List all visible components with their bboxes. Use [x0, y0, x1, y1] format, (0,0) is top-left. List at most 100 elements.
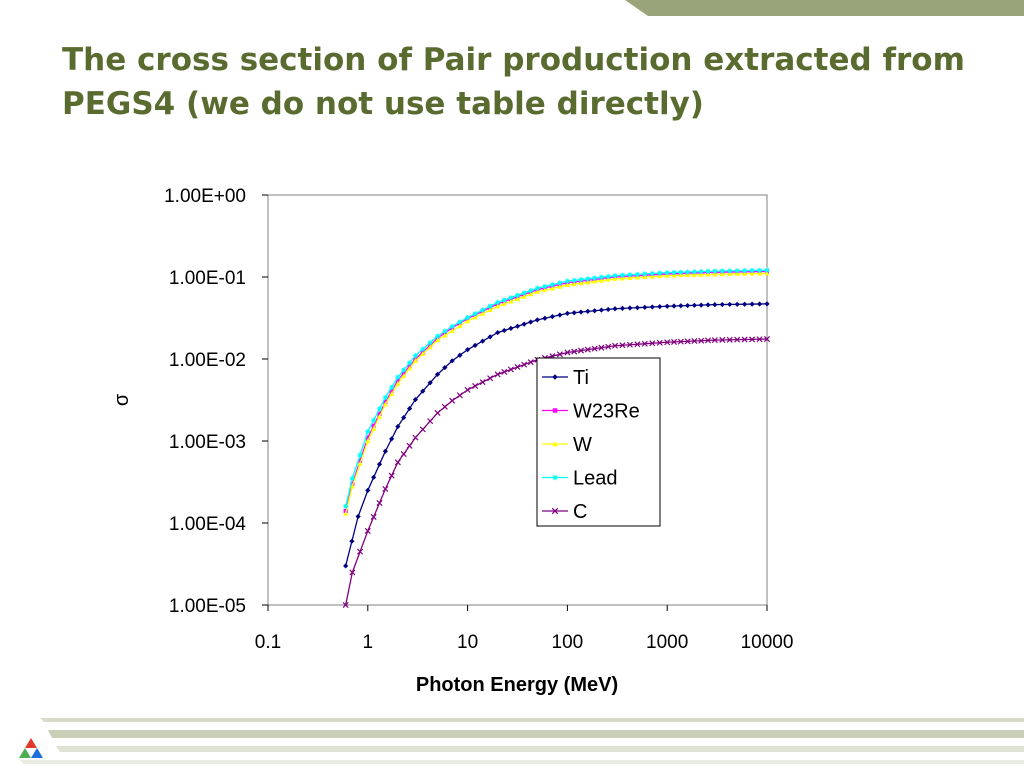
series-point-ti [343, 563, 349, 569]
series-point-w [542, 287, 548, 293]
series-point-w [501, 301, 507, 306]
series-point-lead [705, 268, 711, 274]
series-point-w [401, 373, 407, 379]
series-point-lead [719, 268, 725, 274]
series-point-ti [734, 301, 740, 307]
series-point-w [571, 281, 577, 287]
legend-item-w23re: W23Re [542, 401, 640, 423]
series-point-ti [442, 364, 448, 371]
series-point-c [626, 341, 633, 348]
x-tick-label: 10 [457, 632, 478, 653]
y-tick-label: 1.00E-03 [169, 432, 246, 453]
series-point-c [591, 345, 598, 352]
series-point-ti [619, 305, 626, 311]
footer-stripe-2 [48, 730, 1024, 738]
series-point-lead [764, 267, 770, 273]
series-point-w23re [365, 435, 370, 440]
series-point-lead [534, 285, 540, 291]
series-point-w [605, 277, 611, 282]
series-point-ti [705, 302, 711, 308]
series-point-c [605, 343, 612, 350]
plot-area [267, 194, 768, 606]
series-point-ti [521, 321, 527, 327]
series-point-w [649, 273, 655, 279]
series-point-ti [376, 461, 383, 467]
series-point-lead [564, 278, 570, 284]
series-point-w [480, 311, 486, 316]
series-point-c [487, 375, 494, 382]
series-point-w [521, 294, 527, 299]
series-point-w [412, 358, 419, 363]
series-point-lead [412, 353, 419, 359]
series-point-w [642, 274, 648, 280]
series-point-w [585, 279, 591, 285]
series-point-w [449, 328, 455, 334]
series-point-c [726, 336, 733, 343]
series-point-ti [480, 338, 486, 344]
series-point-lead [649, 270, 655, 277]
x-tick-label: 1000 [646, 632, 688, 653]
series-point-ti [542, 315, 548, 321]
series-point-c [464, 386, 471, 393]
series-point-c [394, 459, 401, 466]
series-point-c [456, 392, 463, 399]
series-point-c [619, 342, 626, 349]
legend-label-ti: Ti [573, 367, 589, 389]
series-point-c [427, 418, 434, 425]
legend-item-c: C [542, 501, 587, 523]
series-point-c [507, 366, 514, 373]
series-point-w [434, 337, 441, 343]
series-point-w [389, 391, 395, 397]
y-tick-label: 1.00E-04 [169, 514, 247, 535]
y-tick-label: 1.00E-05 [169, 596, 246, 617]
series-point-c [691, 338, 698, 345]
top-accent-band [625, 0, 1024, 16]
series-point-c [342, 601, 349, 609]
series-point-ti [678, 303, 684, 309]
series-point-c [749, 336, 756, 343]
series-point-w [420, 351, 426, 356]
series-point-ti [698, 302, 704, 308]
series-point-ti [420, 388, 426, 394]
series-point-ti [449, 358, 455, 364]
series-point-c [677, 338, 684, 345]
series-point-lead [434, 333, 441, 339]
series-point-w [634, 274, 640, 280]
legend-item-ti: Ti [542, 367, 589, 389]
legend: Ti W23Re W Lead C [536, 357, 661, 527]
axes: 0.1 1 10 100 1000 10000 1.00E-05 1.00E-04 1.00E-… [164, 186, 793, 653]
series-point-ti [585, 308, 591, 314]
series-point-lead [427, 340, 433, 346]
legend-swatch-marker [552, 408, 558, 413]
series-point-c [400, 451, 407, 458]
series-point-w [756, 270, 763, 276]
series-point-w [685, 272, 691, 278]
y-axis-title: σ [111, 393, 133, 406]
series-point-w [598, 277, 605, 283]
series-point-c [419, 426, 426, 433]
series-point-c [357, 548, 364, 555]
series-point-lead [395, 374, 401, 380]
series-point-ti [719, 301, 725, 308]
series-point-w [376, 413, 383, 419]
series-point-lead [657, 270, 663, 276]
series-point-ti [685, 302, 691, 309]
series-point-ti [649, 304, 655, 310]
series-point-ti [557, 312, 563, 318]
series-point-w [395, 381, 401, 386]
logo-segment-blue [31, 748, 43, 758]
series-point-c [479, 379, 486, 386]
series-point-w23re [377, 411, 382, 416]
legend-label-lead: Lead [573, 468, 618, 490]
series-point-c [763, 336, 771, 343]
series-point-lead [343, 503, 349, 509]
series-point-w [382, 401, 388, 407]
series-point-lead [542, 283, 548, 290]
top-accent-shape [625, 0, 1024, 16]
series-point-w [749, 270, 755, 276]
series-point-lead [592, 275, 598, 281]
series-point-ti [712, 302, 718, 308]
x-axis-title: Photon Energy (MeV) [416, 674, 618, 696]
series-point-w [742, 271, 748, 276]
footer-stripe-4 [20, 760, 1024, 764]
